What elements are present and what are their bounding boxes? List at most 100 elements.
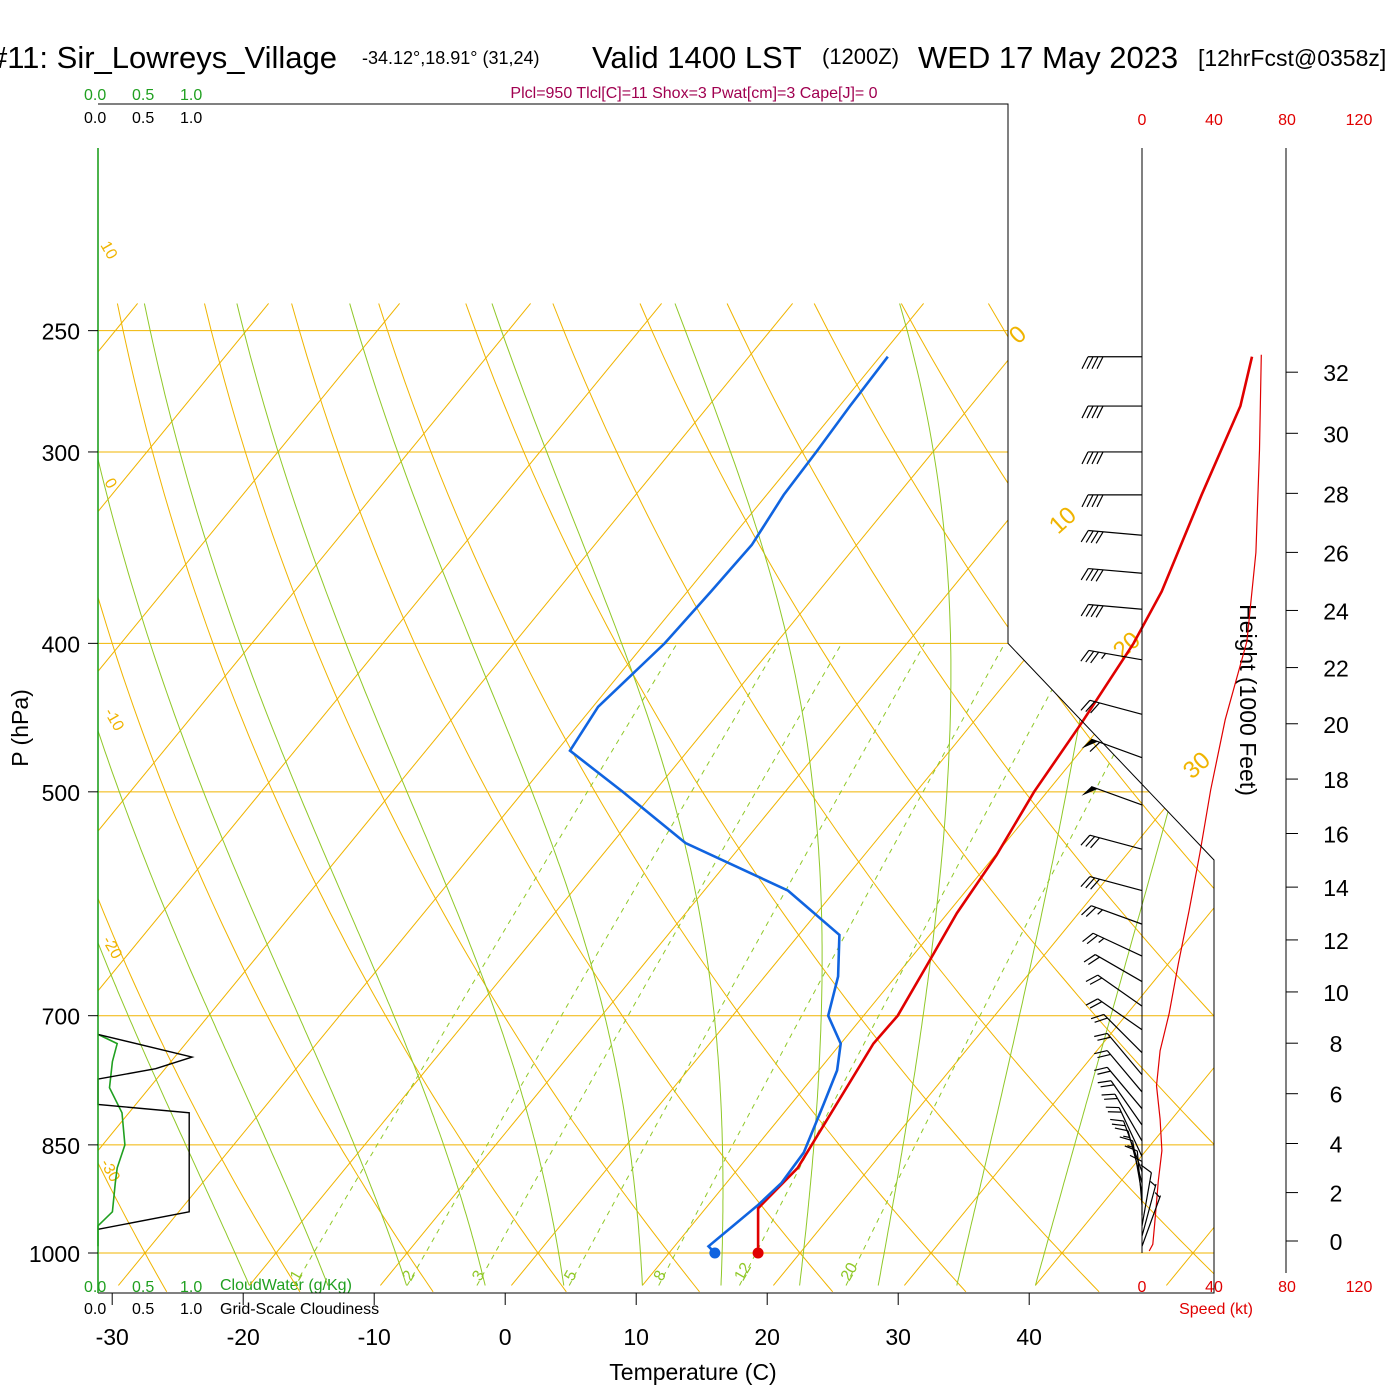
height-tick-label: 18 (1323, 767, 1349, 793)
isotherm-line (903, 303, 1214, 1286)
top-green-1: 0.5 (132, 87, 154, 104)
wind-barb-flag (1095, 605, 1104, 618)
wind-barb-flag (1088, 956, 1100, 965)
wind-barb-flag (1140, 1164, 1152, 1174)
y-tick-label: 500 (42, 780, 80, 806)
height-tick-label: 24 (1323, 598, 1349, 624)
isotherm-line (1034, 303, 1214, 1286)
moist-adiabat (674, 303, 823, 1286)
wind-barb-flag (1096, 494, 1104, 508)
mixing-ratio-label: 8 (651, 1268, 670, 1284)
wind-barb-shaft (1088, 649, 1143, 661)
wind-barb (1094, 1032, 1143, 1076)
wind-barb (1094, 1049, 1143, 1093)
wind-barb-flag (1085, 701, 1096, 713)
wind-barb (1080, 529, 1143, 544)
x-tick-label: 0 (499, 1324, 512, 1350)
axes-layer: -30 -20 -10 0 10 20 30 402503004005007008501000… (29, 103, 1349, 1350)
x-axis-title: Temperature (C) (609, 1359, 776, 1385)
wind-barb (1080, 649, 1143, 664)
wind-barb-flag (1085, 836, 1096, 847)
surface-temperature-dot (752, 1247, 764, 1259)
wind-barb-shaft (1106, 1033, 1143, 1076)
wind-barb (1080, 699, 1143, 715)
wind-barb (1101, 1093, 1143, 1142)
height-tick-label: 12 (1323, 928, 1349, 954)
wind-barb-flag (1085, 568, 1094, 581)
speed-bottom-3: 120 (1346, 1279, 1373, 1296)
mixing-ratio-label: 2 (400, 1268, 419, 1284)
valid-time: Valid 1400 LST (592, 40, 802, 75)
isotherm-line (1297, 303, 1400, 1285)
mixing-ratio-line (294, 643, 678, 1286)
moist-adiabat (349, 303, 643, 1286)
wind-barb (1081, 356, 1142, 370)
wind-barb-flag (1091, 405, 1099, 419)
wind-barb-flag (1097, 1036, 1111, 1041)
wind-barb (1085, 998, 1143, 1031)
bottom-black-0: 0.0 (84, 1301, 106, 1318)
wind-barb-flag (1094, 1017, 1108, 1023)
moist-adiabat (1034, 303, 1214, 1286)
wind-barb-flag (1086, 494, 1094, 508)
temperature-line (756, 356, 1254, 1253)
wind-barb-shaft (1141, 1172, 1152, 1226)
wind-barb-flag (1089, 741, 1101, 752)
speed-scale: 0 40 80 120 0 40 80 120 Speed (kt) (1138, 112, 1373, 1318)
moist-adiabat (236, 303, 565, 1286)
bottom-black-2: 1.0 (180, 1301, 202, 1318)
wind-barb (1080, 603, 1143, 618)
wind-barb-flag (1124, 1145, 1138, 1152)
wind-barb-flag (1090, 531, 1099, 544)
speed-profile-line (1148, 354, 1262, 1252)
wind-barb-shaft (1092, 932, 1143, 957)
x-tick-label: 40 (1016, 1324, 1042, 1350)
wind-barb-flag (1083, 954, 1096, 963)
height-tick-label: 4 (1330, 1131, 1343, 1157)
dry-adiabat-label: 0 (101, 476, 120, 492)
wind-barb-shaft (1088, 603, 1143, 610)
y-tick-label: 400 (42, 631, 80, 657)
wind-barb-flag (1091, 356, 1099, 370)
wind-barb-flag (1080, 699, 1091, 711)
isotherm-label: 10 (1044, 502, 1082, 540)
wind-barb-flag (1081, 905, 1092, 916)
isotherm-line (248, 303, 1055, 1286)
top-green-0: 0.0 (84, 87, 106, 104)
wind-barb-flag (1085, 604, 1094, 617)
wind-barb-flag (1086, 451, 1094, 465)
wind-barb-flag (1119, 1136, 1133, 1142)
wind-barb-flag (1096, 405, 1104, 419)
moist-adiabat (98, 303, 408, 1286)
dry-adiabat (0, 304, 34, 1292)
wind-barb-flag (1089, 977, 1103, 985)
dry-adiabat (98, 303, 301, 1293)
wind-barb-half (1101, 653, 1107, 660)
height-tick-label: 30 (1323, 421, 1349, 447)
wind-barb-flag (1080, 530, 1089, 543)
speed-top-0: 0 (1138, 112, 1147, 129)
wind-barb-shaft (1141, 1195, 1162, 1247)
isotherm-line (98, 303, 531, 1286)
wind-barb-flag (1081, 451, 1089, 465)
wind-barb-flag (1086, 356, 1094, 370)
wind-barb-shaft (1088, 567, 1143, 574)
bottom-green-2: 1.0 (180, 1279, 202, 1296)
wind-barb-flag (1080, 650, 1090, 662)
wind-barb (1141, 1181, 1157, 1237)
wind-barb (1081, 451, 1142, 465)
wind-barb-flag (1086, 405, 1094, 419)
mixing-ratio-label: 12 (731, 1260, 755, 1284)
dry-adiabat (1162, 303, 1214, 1293)
wind-barb-flag (1085, 530, 1094, 543)
wind-barb-flag (1090, 605, 1099, 618)
mixing-ratio-line (476, 643, 843, 1286)
isotherm-line (98, 303, 400, 1286)
wind-barb (1094, 1066, 1143, 1110)
cloudwater-line (97, 1033, 126, 1247)
wind-barb-flag (1085, 877, 1096, 889)
isotherm-line (772, 303, 1214, 1286)
moist-adiabat (98, 303, 329, 1286)
dry-adiabat (204, 303, 700, 1293)
mixing-ratio-label: 20 (838, 1260, 862, 1284)
